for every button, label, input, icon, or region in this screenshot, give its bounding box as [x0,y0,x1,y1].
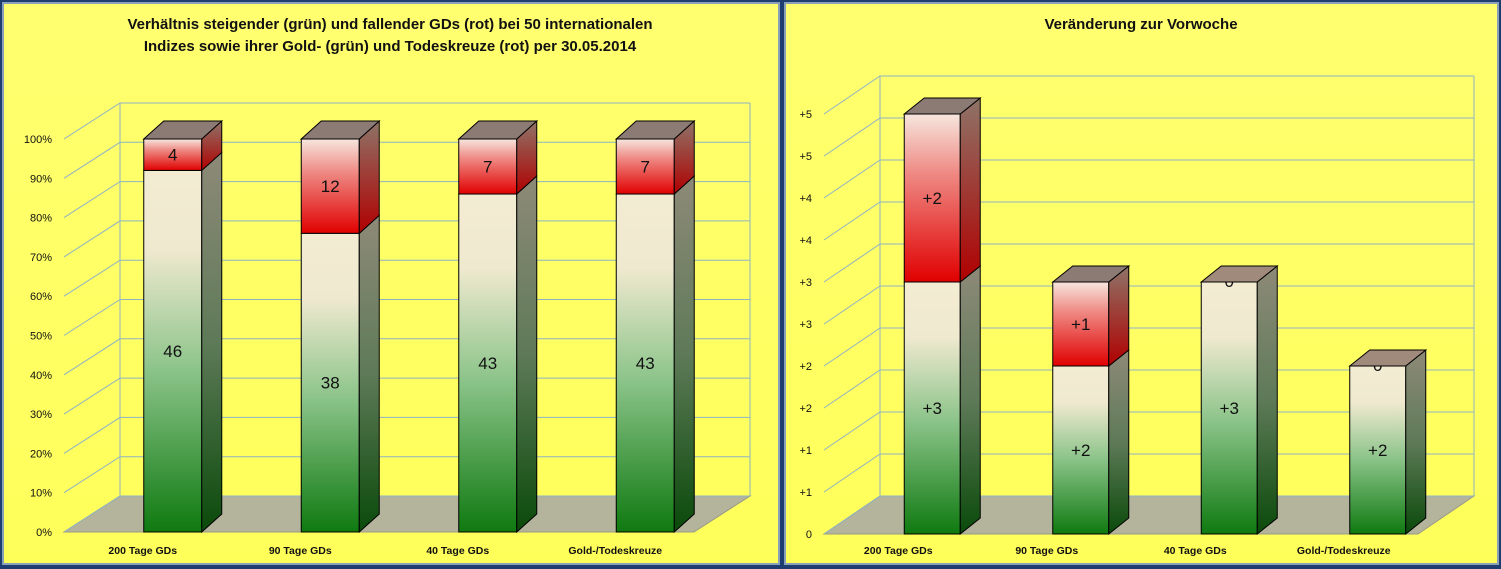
bar-side-green [201,151,223,534]
bar-segment-green [300,232,360,533]
gridline [63,495,750,533]
category-label: Gold-/Todeskreuze [1297,545,1391,557]
bar-segment-red [615,138,675,195]
bar-top [1348,349,1428,367]
gridline [823,117,1474,157]
bar-top [614,120,696,140]
data-label: +3 [923,399,942,418]
y-tick-label: +5 [799,109,812,121]
category-label: 40 Tage GDs [1164,545,1227,557]
gridline [63,102,750,140]
bar-side-green [1108,348,1130,536]
bar-top [1199,265,1279,283]
chart-panel-right: Veränderung zur Vorwoche 0 +1 +1 +2 +2 +3 +3 +4 +… [784,2,1499,565]
bar-side-green [1405,348,1427,536]
bar-segment-green [1052,365,1110,535]
gridline [63,299,750,336]
bar-side-green [959,264,981,536]
data-label: +2 [1071,441,1090,460]
bar-segment-red [458,138,518,195]
chart-left: Verhältnis steigender (grün) und fallend… [4,4,778,563]
bar-top [1051,265,1131,283]
gridline [63,259,750,297]
bar-segment-red [903,113,961,283]
bar-side-green [516,174,538,534]
y-tick-label: +2 [799,361,812,373]
y-tick-label: +4 [799,235,812,247]
bar-side-green [1256,264,1278,536]
gridline [63,377,750,415]
y-tick-label: +2 [799,403,812,415]
data-label: 43 [636,354,655,373]
y-tick-label: 40% [30,370,52,382]
y-tick-label: +3 [799,319,812,331]
gridline [63,456,750,494]
chart-title-line: Veränderung zur Vorwoche [1044,16,1237,33]
y-tick-label: 30% [30,409,52,421]
chart-title-line: Verhältnis steigender (grün) und fallend… [127,16,652,33]
y-tick-label: +1 [799,445,812,457]
bar-top [142,120,224,140]
gridline [823,201,1474,241]
data-label: +2 [1368,441,1387,460]
data-label: 43 [478,354,497,373]
bar-segment-green [615,193,675,533]
y-tick-label: +1 [799,487,812,499]
category-label: 40 Tage GDs [426,545,489,557]
bar-top [902,97,982,115]
bar-side-red [959,96,981,284]
category-label: 90 Tage GDs [269,545,332,557]
gridline [63,416,750,454]
y-tick-label: 50% [30,331,52,343]
category-label: 200 Tage GDs [864,545,933,557]
bar-side-red [358,119,380,235]
bar-side-green [358,214,380,534]
y-tick-label: 20% [30,448,52,460]
y-tick-label: +4 [799,193,812,205]
data-label: +1 [1071,315,1090,334]
gridline [823,243,1474,283]
bar-segment-green [903,281,961,535]
bar-segment-red [300,138,360,234]
bar-top [299,120,381,140]
bar-side-green [673,174,695,534]
gridline [63,141,750,179]
y-tick-label: +5 [799,151,812,163]
gridline [63,338,750,376]
data-label: 12 [321,177,340,196]
data-label: 46 [163,342,182,361]
data-label: 7 [641,158,650,177]
chart-panel-left: Verhältnis steigender (grün) und fallend… [2,2,780,565]
category-label: 90 Tage GDs [1015,545,1078,557]
y-tick-label: 80% [30,213,52,225]
bar-segment-green [1200,281,1258,535]
y-tick-label: 0 [806,529,812,541]
gridline [63,220,750,258]
y-tick-label: +3 [799,277,812,289]
data-label: +3 [1220,399,1239,418]
bar-segment-red [143,138,203,171]
bar-top [457,120,539,140]
y-tick-label: 10% [30,488,52,500]
bar-side-red [1108,264,1130,368]
y-tick-label: 100% [24,134,52,146]
data-label: 38 [321,374,340,393]
y-tick-label: 0% [36,527,52,539]
category-label: Gold-/Todeskreuze [568,545,662,557]
chart-title-line: Indizes sowie ihrer Gold- (grün) und Tod… [144,38,637,55]
data-label: +2 [923,189,942,208]
y-tick-label: 70% [30,252,52,264]
gridline [63,181,750,219]
bar-segment-green [143,169,203,533]
category-label: 200 Tage GDs [108,545,177,557]
chart-right: Veränderung zur Vorwoche 0 +1 +1 +2 +2 +3 +3 +4 +… [786,4,1497,563]
data-label: 4 [168,146,177,165]
gridline [823,75,1474,115]
data-label: 7 [483,158,492,177]
gridline [823,159,1474,199]
y-tick-label: 90% [30,173,52,185]
y-tick-label: 60% [30,291,52,303]
